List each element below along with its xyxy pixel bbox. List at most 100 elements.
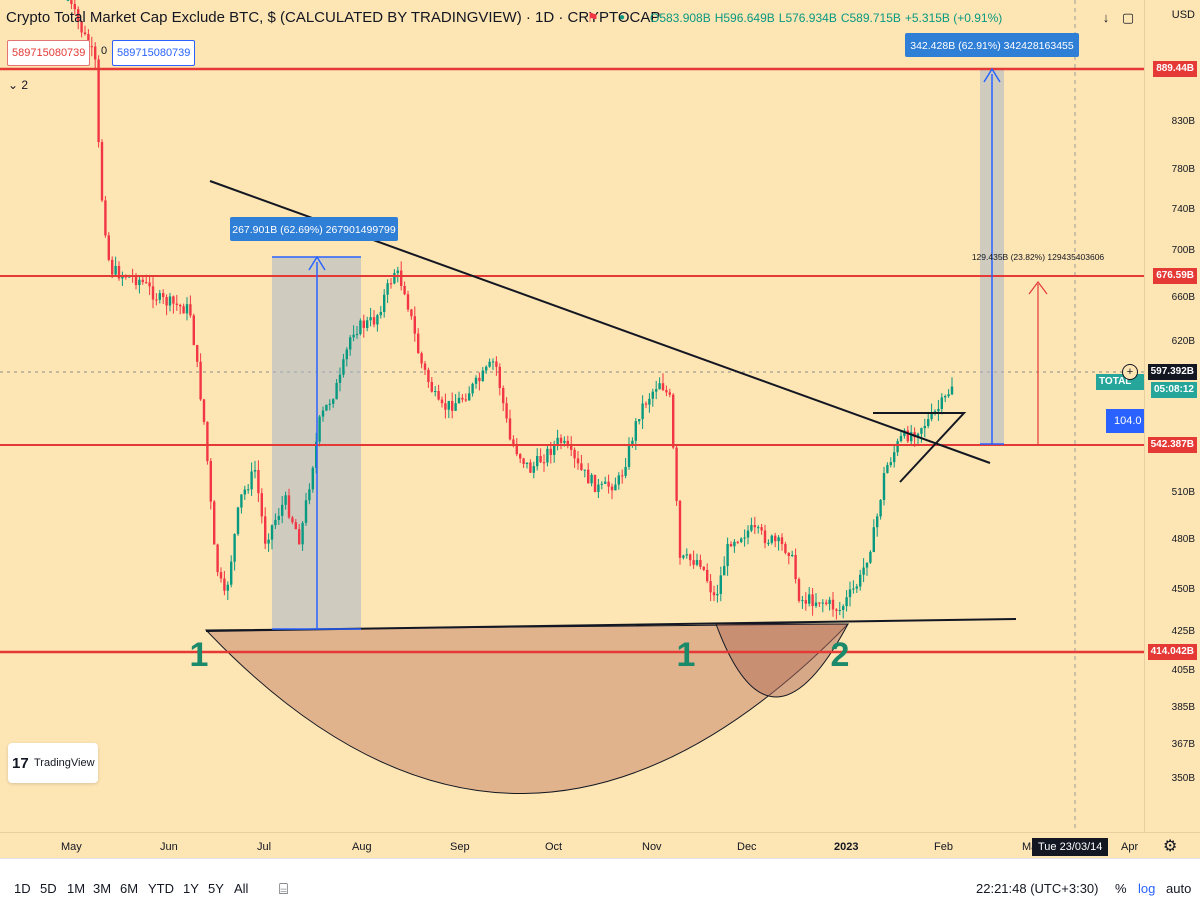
candle-body: [267, 539, 270, 544]
candle-body: [950, 386, 954, 395]
candle-body: [903, 430, 906, 436]
time-label: Dec: [737, 841, 757, 853]
triangle-pattern[interactable]: [873, 412, 967, 483]
flag-icon[interactable]: ⚑: [587, 10, 599, 25]
range-all[interactable]: All: [234, 881, 249, 896]
candle-body: [784, 543, 787, 553]
bar-countdown: 05:08:12: [1150, 382, 1197, 398]
candle-body: [396, 270, 399, 274]
ohlc-values: O583.908B H596.649B L576.934B C589.715B +5.3…: [650, 11, 1006, 25]
candle-body: [906, 430, 909, 442]
candle-body: [298, 529, 301, 545]
total-series-tag[interactable]: TOTAL: [1096, 374, 1144, 390]
range-1y[interactable]: 1Y: [183, 881, 199, 896]
symbol-title[interactable]: Crypto Total Market Cap Exclude BTC, $ (…: [6, 9, 661, 26]
log-toggle[interactable]: log: [1138, 881, 1156, 896]
timezone-clock[interactable]: 22:21:48 (UTC+3:30): [976, 881, 1099, 896]
candle-body: [376, 315, 379, 325]
tradingview-logo[interactable]: 17 TradingView: [8, 743, 98, 783]
fullscreen-icon[interactable]: ▢: [1121, 10, 1135, 25]
range-1m[interactable]: 1M: [67, 881, 86, 896]
range-5y[interactable]: 5Y: [208, 881, 224, 896]
candle-body: [66, 0, 70, 1]
range-5d[interactable]: 5D: [40, 881, 57, 896]
candle-body: [923, 425, 926, 429]
current-price-tag[interactable]: 597.392B: [1147, 364, 1197, 380]
price-label: 620B: [1171, 336, 1195, 347]
candle-body: [179, 304, 182, 307]
time-axis[interactable]: May Jun Jul Aug Sep Oct Nov Dec 2023 Feb…: [0, 832, 1200, 859]
plus-icon[interactable]: +: [1122, 364, 1138, 380]
price-axis[interactable]: USD 830B 780B 740B 700B 660B 620B 510B 4…: [1144, 0, 1200, 832]
candle-body: [393, 273, 396, 284]
candle-body: [165, 297, 168, 306]
candle-body: [104, 200, 107, 236]
candle-body: [825, 602, 828, 605]
level-tag-542[interactable]: 542.387B: [1147, 437, 1197, 453]
candle-body: [699, 560, 702, 567]
candle-body: [362, 320, 365, 329]
range-ytd[interactable]: YTD: [148, 881, 174, 896]
candle-body: [893, 452, 896, 463]
candle-body: [542, 462, 546, 464]
range-1d[interactable]: 1D: [14, 881, 31, 896]
candle-body: [488, 361, 491, 367]
candle-body: [505, 403, 508, 419]
candle-body: [345, 349, 348, 360]
candle-body: [842, 606, 845, 610]
candle-body: [175, 303, 178, 305]
time-label: Nov: [642, 841, 662, 853]
range-3m[interactable]: 3M: [93, 881, 112, 896]
candle-body: [563, 440, 566, 443]
pattern-label-2: 2: [831, 636, 850, 674]
indicators-toggle[interactable]: ⌄ 2: [8, 78, 28, 92]
candle-body: [774, 535, 777, 542]
ohlc-low: L576.934B: [778, 11, 837, 25]
candle-body: [491, 361, 495, 363]
auto-toggle[interactable]: auto: [1166, 881, 1192, 896]
candle-body: [434, 391, 437, 393]
percent-toggle[interactable]: %: [1115, 881, 1127, 896]
candle-body: [100, 142, 104, 201]
measure-arrow-right-head: [983, 67, 1001, 83]
sell-price-box[interactable]: 589715080739: [7, 40, 91, 66]
candle-body: [651, 391, 654, 399]
range-6m[interactable]: 6M: [120, 881, 139, 896]
candle-body: [206, 421, 209, 462]
ohlc-high: H596.649B: [714, 11, 775, 25]
candle-body: [896, 441, 899, 453]
candle-body: [852, 588, 855, 590]
candle-body: [495, 361, 498, 367]
price-label: 740B: [1171, 204, 1195, 215]
calendar-icon[interactable]: ⌸: [279, 881, 289, 898]
price-label: 830B: [1171, 116, 1195, 127]
candle-body: [634, 421, 637, 441]
level-tag-889[interactable]: 889.44B: [1153, 61, 1197, 77]
side-value-tag[interactable]: 104.0: [1106, 409, 1144, 433]
measure2-label: 342.428B (62.91%) 342428163455: [910, 40, 1074, 52]
level-tag-676[interactable]: 676.59B: [1153, 268, 1197, 284]
candle-body: [777, 537, 780, 542]
candle-body: [468, 393, 471, 401]
level-tag-414[interactable]: 414.042B: [1147, 644, 1197, 660]
candle-body: [627, 443, 631, 467]
candle-body: [576, 458, 580, 464]
spread-value: 0: [101, 45, 108, 57]
candle-body: [498, 366, 501, 389]
gear-icon[interactable]: ⚙: [1163, 838, 1178, 855]
candle-body: [889, 462, 892, 466]
candle-body: [379, 311, 382, 316]
currency-label[interactable]: USD: [1171, 9, 1195, 21]
target-arrow-red-head: [1028, 281, 1048, 295]
buy-price-box[interactable]: 589715080739: [112, 40, 196, 66]
candle-body: [73, 3, 76, 10]
chart-canvas[interactable]: 267.901B (62.69%) 267901499799 342.428B …: [0, 0, 1144, 832]
time-label: Sep: [450, 841, 470, 853]
candle-body: [658, 383, 661, 390]
candle-body: [668, 392, 671, 395]
download-icon[interactable]: ↓: [1102, 10, 1110, 25]
chart-pane[interactable]: 267.901B (62.69%) 267901499799 342.428B …: [0, 0, 1144, 832]
candle-body: [835, 609, 838, 611]
candle-body: [702, 566, 705, 570]
time-label: 2023: [834, 841, 859, 853]
